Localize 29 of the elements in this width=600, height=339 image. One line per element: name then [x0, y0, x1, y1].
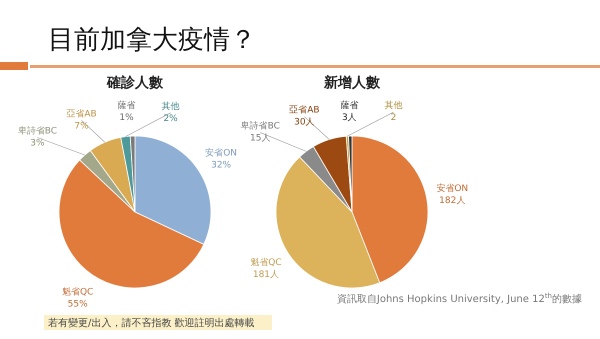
slice-label: 卑詩省BC: [240, 120, 280, 132]
data-label: 1%: [119, 113, 134, 124]
slice-label: 亞省AB: [289, 104, 320, 116]
data-label: 2%: [163, 114, 178, 124]
data-label: 7%: [74, 121, 90, 132]
slice-label: 其他: [384, 100, 402, 112]
slice-label: 亞省AB: [66, 108, 97, 120]
data-label: 3%: [30, 138, 46, 148]
slice-label: 卑詩省BC: [18, 125, 58, 136]
slice-label: 其他: [162, 100, 180, 112]
data-label: 181人: [252, 268, 280, 280]
slice-label: 薩省: [340, 100, 358, 112]
data-label: 30人: [294, 116, 315, 128]
slice-label: 薩省: [118, 100, 136, 112]
slice-label: 魁省QC: [62, 286, 94, 298]
chart-title: 確診人數: [106, 74, 164, 91]
text: 目前加拿大疫情？: [48, 25, 256, 55]
text: 資訊取自Johns Hopkins University, June 12$^{th}$的數據: [336, 292, 582, 305]
chart-title: 新增人數: [323, 74, 381, 91]
text: 若有變更/出入，請不吝指教 歡迎註明出處轉載: [48, 317, 255, 329]
data-label: 2: [390, 113, 396, 124]
slice-label: 魁省QC: [250, 256, 282, 268]
data-label: 182人: [439, 195, 466, 206]
data-label: 32%: [211, 160, 232, 170]
slice-label: 安省ON: [205, 147, 238, 158]
data-label: 15人: [250, 132, 271, 144]
data-label: 3人: [342, 112, 357, 124]
slice-label: 安省ON: [436, 183, 468, 194]
data-label: 55%: [68, 299, 88, 310]
